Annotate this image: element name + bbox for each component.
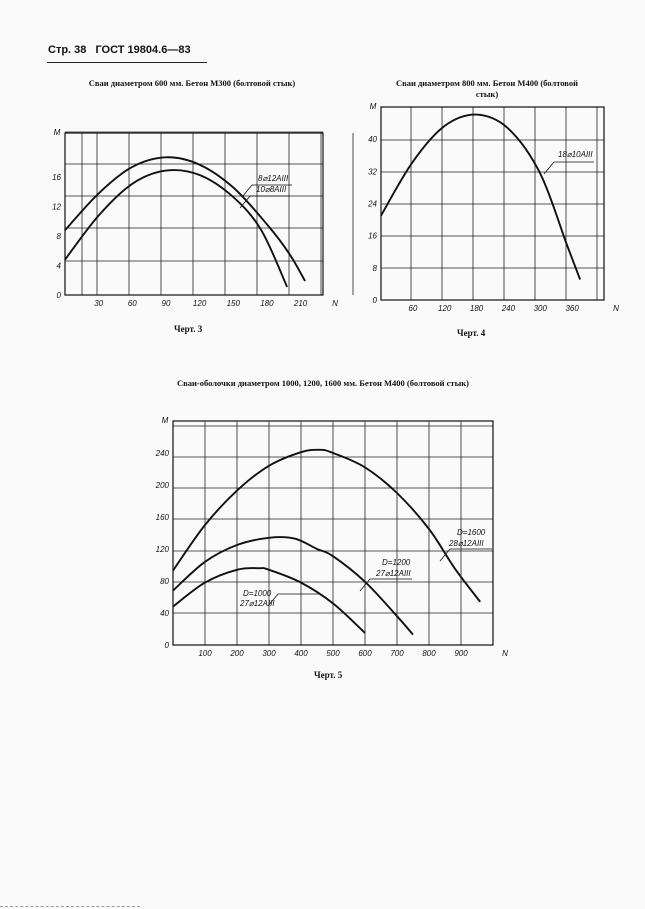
- chart1-xtick-1: 60: [128, 299, 137, 308]
- chart1-ytick-3: 12: [52, 203, 61, 212]
- chart2-caption: Черт. 4: [457, 328, 486, 338]
- chart2-ytick-1: 8: [373, 264, 378, 273]
- chart2-xtick-3: 240: [501, 304, 516, 313]
- chart1-series-0: [64, 156, 306, 282]
- chart3-ytick-6: 240: [155, 449, 170, 458]
- chart1-xtick-3: 120: [193, 299, 207, 308]
- chart1-xtick-6: 210: [293, 299, 308, 308]
- chart3-caption: Черт. 5: [314, 670, 343, 680]
- page-header: Стр. 38 ГОСТ 19804.6—83: [48, 44, 191, 56]
- chart3-curve-label-1: 28⌀12АIII: [448, 539, 484, 548]
- chart2-curve-label-0: 18⌀10АIII: [558, 150, 593, 159]
- chart2: 0 8 16 24 32 40 60 120 180 240 300 360 N M 18⌀10АIII: [367, 102, 619, 313]
- chart1-curve-label-1: 10⌀8АIII: [256, 185, 287, 194]
- chart2-frame: [380, 106, 605, 301]
- chart1-curve-label-0: 8⌀12АIII: [258, 174, 289, 183]
- chart3-xtick-8: 900: [454, 649, 468, 658]
- chart2-title: Сваи диаметром 800 мм. Бетон М400 (болто…: [395, 78, 578, 99]
- chart1-caption: Черт. 3: [174, 324, 203, 334]
- chart2-grid: [381, 107, 604, 300]
- chart1-ytick-0: 0: [57, 291, 62, 300]
- chart2-xtick-2: 180: [470, 304, 484, 313]
- chart3-ytick-4: 160: [156, 513, 170, 522]
- chart1-frame: [64, 132, 324, 296]
- chart3-xtick-0: 100: [198, 649, 212, 658]
- chart1-ylabel: M: [54, 128, 61, 137]
- chart2-leader-0: [543, 161, 594, 175]
- chart3-xtick-7: 800: [422, 649, 436, 658]
- header-rule: [47, 62, 207, 63]
- chart3-xtick-6: 700: [390, 649, 404, 658]
- chart1-leader-1: [239, 195, 290, 209]
- chart1-ytick-2: 8: [57, 232, 62, 241]
- chart2-xtick-0: 60: [408, 304, 417, 313]
- chart3-series-0: [172, 448, 481, 603]
- chart3-xtick-4: 500: [326, 649, 340, 658]
- chart2-xtick-5: 360: [565, 304, 579, 313]
- chart3-leader-2: [267, 593, 320, 607]
- chart3-grid: [173, 421, 493, 645]
- chart2-xlabel: N: [613, 304, 619, 313]
- chart2-ytick-0: 0: [373, 296, 378, 305]
- standard-number: ГОСТ 19804.6—83: [95, 44, 191, 56]
- chart3-curve-label-4: D=1000: [243, 589, 272, 598]
- chart3-leader-1: [359, 578, 412, 592]
- chart3-title: Сваи-оболочки диаметром 1000, 1200, 1600…: [177, 378, 469, 388]
- chart2-ytick-2: 16: [368, 232, 377, 241]
- chart3-curve-label-2: D=1200: [382, 558, 411, 567]
- chart3-leader-0: [439, 548, 492, 562]
- chart1-ytick-4: 16: [52, 173, 61, 182]
- chart3-ytick-2: 80: [160, 577, 169, 586]
- chart3-ytick-0: 0: [165, 641, 170, 650]
- chart3-xtick-2: 300: [262, 649, 276, 658]
- chart3-xlabel: N: [502, 649, 508, 658]
- chart3-curve-label-3: 27⌀12АIII: [375, 569, 411, 578]
- chart1-ytick-1: 4: [57, 262, 62, 271]
- chart3-xtick-5: 600: [358, 649, 372, 658]
- footer-rule: [0, 906, 140, 907]
- chart1-xtick-2: 90: [162, 299, 171, 308]
- chart3-xtick-1: 200: [229, 649, 244, 658]
- chart1-xtick-0: 30: [94, 299, 103, 308]
- chart2-ytick-3: 24: [367, 200, 377, 209]
- chart2-ytick-5: 40: [368, 135, 377, 144]
- chart2-ylabel: M: [370, 102, 377, 111]
- chart2-xtick-4: 300: [534, 304, 548, 313]
- chart3-series-2: [172, 567, 366, 634]
- chart1: 0 4 8 12 16 30 60 90 120 150 180 210 N M 8⌀12АIII 10⌀8А…: [52, 128, 354, 308]
- chart2-series-0: [380, 113, 581, 280]
- chart1-xlabel: N: [332, 299, 338, 308]
- chart3-ytick-3: 120: [156, 545, 170, 554]
- chart2-xtick-1: 120: [438, 304, 452, 313]
- chart3-ytick-5: 200: [155, 481, 170, 490]
- chart3-series-1: [172, 536, 414, 636]
- chart3: 0 40 80 120 160 200 240 100 200 300 400 500 600 700 80…: [155, 416, 508, 658]
- chart3-curve-label-0: D=1600: [457, 528, 486, 537]
- chart3-frame: [172, 420, 494, 646]
- chart1-xtick-4: 150: [227, 299, 241, 308]
- chart1-leader-0: [241, 184, 292, 198]
- chart3-ytick-1: 40: [160, 609, 169, 618]
- page-number: Стр. 38: [48, 44, 87, 56]
- chart1-grid: [65, 131, 354, 295]
- chart3-curve-label-5: 27⌀12АIII: [239, 599, 275, 608]
- chart1-title: Сваи диаметром 600 мм. Бетон М300 (болто…: [88, 78, 296, 88]
- chart3-xtick-3: 400: [294, 649, 308, 658]
- chart2-ytick-4: 32: [368, 167, 377, 176]
- chart1-series-1: [64, 169, 288, 288]
- chart3-ylabel: M: [162, 416, 169, 425]
- chart1-xtick-5: 180: [260, 299, 274, 308]
